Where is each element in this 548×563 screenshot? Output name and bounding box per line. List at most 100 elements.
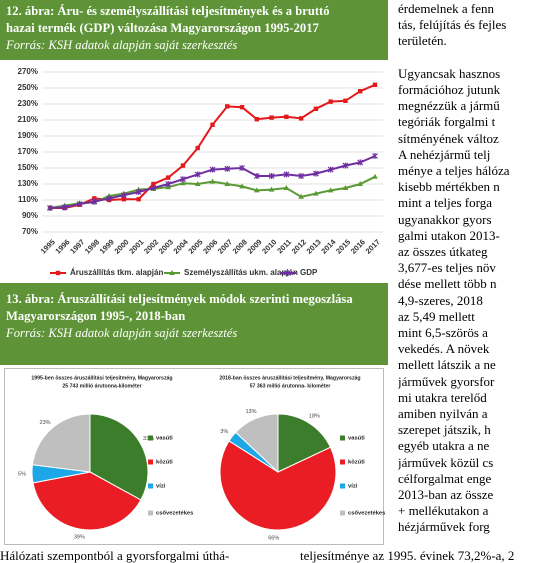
y-tick-label: 230% bbox=[18, 99, 38, 108]
y-tick-label: 210% bbox=[18, 115, 38, 124]
marker bbox=[342, 162, 349, 169]
marker bbox=[151, 181, 156, 187]
y-tick-label: 110% bbox=[18, 195, 38, 204]
marker bbox=[327, 187, 334, 193]
pie-slice bbox=[219, 440, 337, 531]
x-tick-label: 2009 bbox=[245, 237, 263, 255]
legend-label: közúti bbox=[156, 460, 173, 466]
text-line: az összes útkateg bbox=[398, 244, 488, 259]
text-line: ugyanakkor gyors bbox=[398, 211, 492, 227]
text-line: területén. bbox=[398, 33, 447, 49]
y-tick-label: 70% bbox=[22, 227, 38, 236]
pie-title: 2018-ban összes áruszállítási teljesítmé… bbox=[219, 375, 360, 381]
marker bbox=[327, 166, 334, 173]
y-tick-label: 190% bbox=[18, 131, 38, 140]
marker bbox=[269, 115, 274, 120]
marker bbox=[313, 190, 319, 196]
figure-header: 12. ábra: Áru- és személyszállítási telj… bbox=[0, 0, 388, 60]
text-line: amiben nyilván a bbox=[398, 406, 488, 421]
y-tick-label: 130% bbox=[18, 179, 38, 188]
pie-title: 1995-ben összes áruszállítási teljesítmé… bbox=[31, 375, 172, 381]
text-line: kisebb mértékben n bbox=[398, 179, 500, 195]
figure-source: Forrás: KSH adatok alapján saját szerkes… bbox=[6, 326, 238, 340]
pie-slice bbox=[31, 413, 91, 473]
right-column: érdemelnek a fenn tás, felújítás és fejle… bbox=[398, 0, 548, 548]
marker bbox=[357, 181, 364, 186]
marker bbox=[195, 145, 200, 151]
body-text: Hálózati szempontból a gyorsforgalmi úth… bbox=[0, 548, 230, 563]
marker bbox=[328, 99, 333, 104]
y-tick-label: 270% bbox=[18, 67, 38, 76]
x-tick-label: 1999 bbox=[98, 237, 116, 255]
text-line: 4,9-szeres, 2018 bbox=[398, 292, 483, 308]
marker bbox=[254, 187, 260, 193]
pie-slice bbox=[89, 413, 149, 501]
marker bbox=[180, 163, 186, 168]
x-tick-label: 2001 bbox=[127, 237, 145, 255]
marker bbox=[268, 173, 275, 179]
marker bbox=[372, 173, 378, 179]
legend-label: vízi bbox=[156, 484, 166, 490]
text-line: járművek gyorsfor bbox=[398, 373, 495, 389]
legend-label: Áruszállítás tkm. alapján bbox=[70, 268, 163, 277]
marker bbox=[47, 205, 53, 211]
text-line: mi utakra terelőd bbox=[398, 389, 487, 405]
pie-charts: 1995-ben összes áruszállítási teljesítmé… bbox=[4, 368, 385, 545]
marker bbox=[225, 104, 230, 109]
marker bbox=[136, 197, 141, 202]
pie-title: 25 743 millió árutonna-kilométer bbox=[62, 383, 141, 389]
marker bbox=[268, 186, 275, 192]
legend-label: GDP bbox=[300, 268, 318, 277]
x-tick-label: 2005 bbox=[186, 237, 204, 255]
marker bbox=[343, 98, 348, 103]
marker bbox=[194, 171, 201, 178]
pie-value-label: 13% bbox=[245, 409, 256, 415]
pie-value-label: 5% bbox=[18, 472, 26, 478]
legend-label: csővezetékes bbox=[348, 511, 385, 517]
marker bbox=[342, 185, 349, 190]
marker bbox=[224, 165, 231, 172]
text-line: tegóriák forgalmi t bbox=[398, 114, 496, 130]
legend-marker bbox=[169, 270, 175, 275]
legend-swatch bbox=[148, 510, 153, 516]
text-line: mellett látszik a ne bbox=[398, 357, 496, 373]
marker bbox=[224, 181, 231, 186]
legend-label: közúti bbox=[348, 460, 365, 466]
marker bbox=[284, 114, 289, 119]
frame bbox=[4, 368, 384, 545]
text-line: mint a teljes forga bbox=[398, 195, 492, 211]
legend-swatch bbox=[148, 435, 153, 441]
marker bbox=[283, 185, 290, 190]
marker bbox=[180, 180, 186, 186]
marker bbox=[298, 116, 304, 121]
figure-heading: 12. ábra: Áru- és személyszállítási telj… bbox=[6, 4, 330, 18]
pie-value-label: 66% bbox=[268, 535, 279, 541]
figure-heading: hazai termék (GDP) változása Magyarorszá… bbox=[6, 21, 319, 35]
legend-label: vasúti bbox=[156, 436, 173, 442]
figure-header: 13. ábra: Áruszállítási teljesítmények m… bbox=[0, 283, 388, 365]
text-line: dése mellett több n bbox=[398, 276, 497, 292]
legend-swatch bbox=[148, 483, 153, 489]
text-line: hézjárművek forg bbox=[398, 519, 490, 535]
text-line: tás, felújítás és fejles bbox=[398, 17, 507, 33]
legend-marker bbox=[285, 270, 291, 276]
x-tick-label: 2003 bbox=[157, 237, 175, 255]
x-tick-label: 2014 bbox=[319, 237, 338, 256]
x-tick-label: 2004 bbox=[172, 237, 191, 256]
text-line: szerepet játszik, h bbox=[398, 422, 491, 438]
marker bbox=[120, 192, 127, 199]
x-tick-label: 1996 bbox=[53, 237, 71, 255]
figure-source: Forrás: KSH adatok alapján saját szerkes… bbox=[6, 38, 238, 52]
marker bbox=[210, 122, 215, 127]
legend-label: csővezetékes bbox=[156, 511, 193, 517]
marker bbox=[372, 153, 378, 159]
line-chart: 70% 90% 110% 130% 150% 170% 190% 210% 230% 250% 27… bbox=[18, 67, 383, 277]
x-tick-label: 1998 bbox=[83, 237, 101, 255]
marker bbox=[239, 165, 245, 171]
marker bbox=[76, 201, 83, 207]
pie-value-label: 23% bbox=[40, 420, 51, 426]
marker bbox=[106, 195, 113, 202]
marker bbox=[150, 185, 157, 191]
text-line: érdemelnek a fenn bbox=[398, 1, 495, 16]
legend-label: Személyszállítás ukm. alapján bbox=[184, 268, 298, 277]
